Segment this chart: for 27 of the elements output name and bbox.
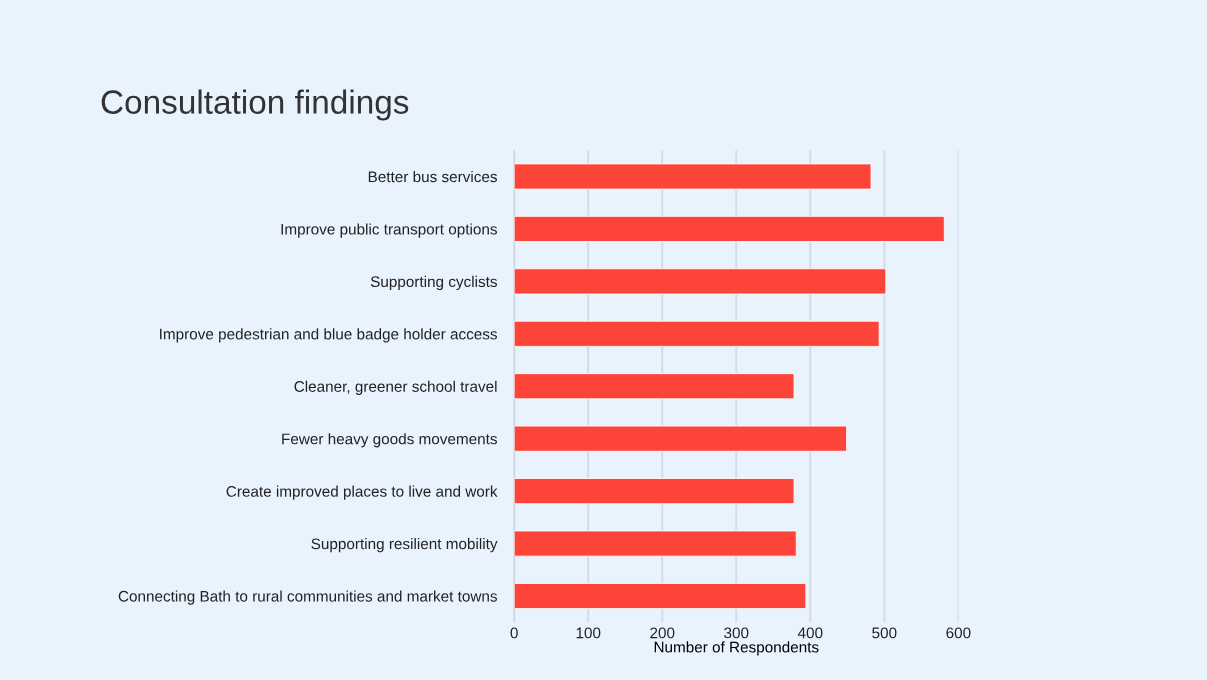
x-axis-title: Number of Respondents <box>654 641 819 656</box>
x-tick-label: 600 <box>946 627 971 639</box>
y-tick-label: Fewer heavy goods movements <box>282 433 497 448</box>
x-tick-label: 100 <box>576 627 601 639</box>
bar <box>514 215 945 242</box>
bar <box>514 530 797 557</box>
bar <box>514 373 795 400</box>
x-tick-label: 400 <box>797 627 823 639</box>
bar <box>514 478 795 505</box>
y-tick-label: Better bus services <box>368 170 497 183</box>
bar <box>514 268 887 295</box>
chart-title: Consultation findings <box>101 89 409 121</box>
x-tick-label: 500 <box>872 627 897 639</box>
x-tick-label: 200 <box>650 627 675 639</box>
y-tick-label: Improve public transport options <box>281 223 497 238</box>
y-tick-label: Create improved places to live and work <box>226 485 498 500</box>
y-tick-label: Improve pedestrian and blue badge holder access <box>160 328 497 343</box>
y-tick-label: Supporting cyclists <box>370 275 497 291</box>
bar <box>514 582 807 609</box>
x-tick-label: 0 <box>510 627 518 639</box>
bar <box>514 320 880 347</box>
y-tick-label: Connecting Bath to rural communities and market towns <box>118 590 497 605</box>
y-tick-label: Supporting resilient mobility <box>311 538 498 553</box>
y-tick-label: Cleaner, greener school travel <box>294 380 497 395</box>
bar <box>514 163 872 190</box>
bar <box>514 425 847 452</box>
x-tick-label: 300 <box>724 627 749 639</box>
